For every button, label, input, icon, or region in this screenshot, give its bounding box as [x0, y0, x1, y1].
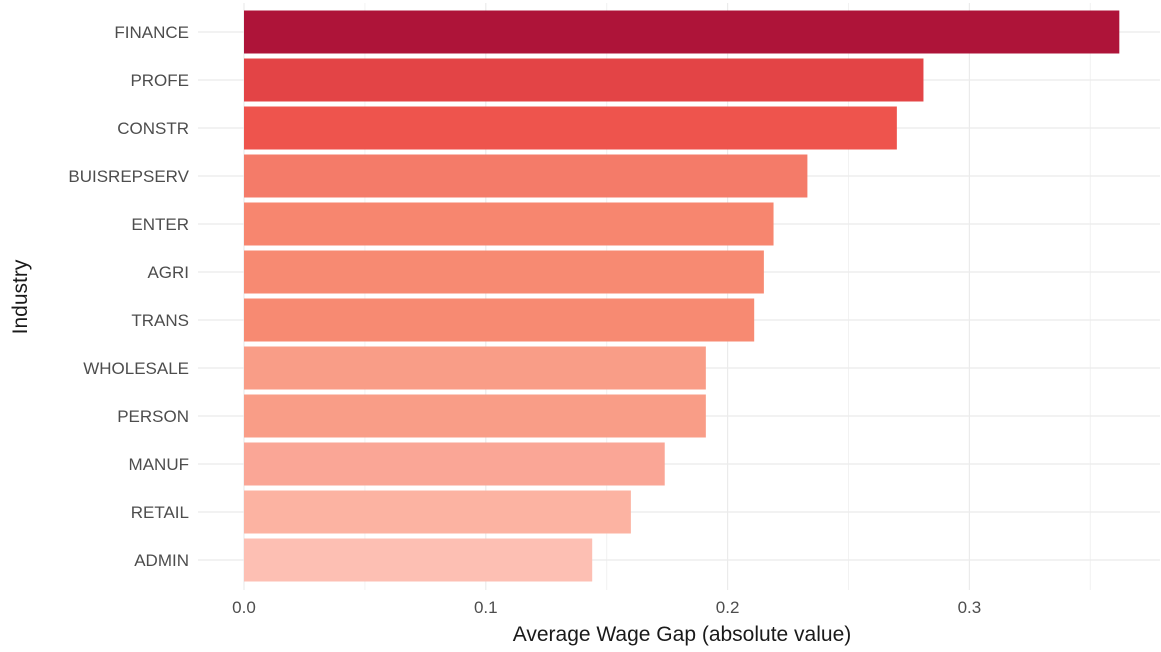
category-labels: FINANCE PROFE CONSTR BUISREPSERV ENTER AGRI TR…	[68, 23, 189, 570]
bars	[244, 10, 1120, 582]
bar-buisrepserv	[244, 154, 808, 198]
category-label: MANUF	[129, 455, 189, 474]
bar-profe	[244, 58, 924, 102]
bar-enter	[244, 202, 774, 246]
bar-trans	[244, 298, 755, 342]
x-tick-labels: 0.0 0.1 0.2 0.3	[232, 598, 981, 617]
category-label: RETAIL	[131, 503, 189, 522]
category-label: FINANCE	[114, 23, 189, 42]
bar-wholesale	[244, 346, 706, 390]
category-label: ADMIN	[134, 551, 189, 570]
x-tick-label: 0.0	[232, 598, 256, 617]
category-label: TRANS	[131, 311, 189, 330]
x-axis-title: Average Wage Gap (absolute value)	[513, 623, 852, 646]
x-tick-label: 0.1	[474, 598, 498, 617]
bar-manuf	[244, 442, 665, 486]
category-label: ENTER	[131, 215, 189, 234]
bar-admin	[244, 538, 593, 582]
bar-agri	[244, 250, 764, 294]
category-label: AGRI	[147, 263, 189, 282]
bar-person	[244, 394, 706, 438]
y-axis-title: Industry	[9, 259, 32, 334]
category-label: CONSTR	[117, 119, 189, 138]
category-label: PROFE	[130, 71, 189, 90]
x-tick-label: 0.2	[716, 598, 740, 617]
category-label: WHOLESALE	[83, 359, 189, 378]
bar-retail	[244, 490, 631, 534]
x-tick-label: 0.3	[958, 598, 982, 617]
bar-finance	[244, 10, 1120, 54]
bar-constr	[244, 106, 897, 150]
category-label: PERSON	[117, 407, 189, 426]
category-label: BUISREPSERV	[68, 167, 189, 186]
